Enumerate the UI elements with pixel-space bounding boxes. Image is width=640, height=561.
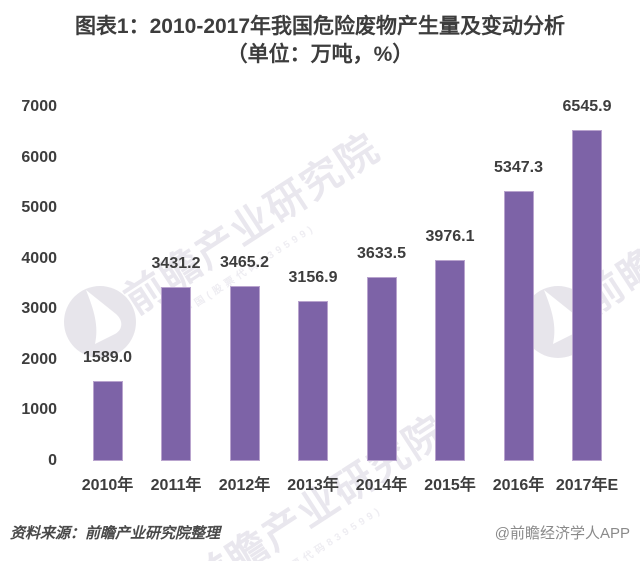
- bar: [572, 130, 602, 461]
- y-axis-tick-label: 2000: [21, 350, 57, 368]
- y-axis-tick-label: 1000: [21, 401, 57, 419]
- bar: [366, 277, 397, 461]
- x-axis-tick-label: 2014年: [355, 477, 408, 494]
- bar: [161, 287, 191, 461]
- bar: [92, 381, 123, 461]
- bar-value-label: 3633.5: [357, 245, 406, 262]
- y-axis-tick-label: 0: [48, 452, 57, 469]
- x-axis-tick-label: 2017年E: [555, 477, 619, 494]
- chart-title: 图表1：2010-2017年我国危险废物产生量及变动分析（单位：万吨，%）: [74, 15, 566, 66]
- x-axis-tick-label: 2011年: [150, 477, 202, 494]
- bar-value-label: 5347.3: [494, 159, 543, 176]
- credit-note: @前瞻经济学人APP: [494, 525, 630, 542]
- source-note: 资料来源：前瞻产业研究院整理: [10, 525, 221, 542]
- watermark-bird-icon: [544, 290, 580, 344]
- bar-value-label: 3431.2: [151, 255, 201, 272]
- footer: 资料来源：前瞻产业研究院整理 @前瞻经济学人APP: [0, 522, 640, 543]
- bar: [503, 191, 534, 461]
- bar-value-label: 6545.9: [562, 98, 612, 115]
- bar: [229, 286, 260, 461]
- x-axis-tick-label: 2016年: [492, 477, 545, 494]
- y-axis-tick-label: 7000: [21, 98, 57, 115]
- bar: [298, 301, 328, 461]
- x-axis-tick-label: 2015年: [424, 477, 476, 494]
- y-axis-tick-label: 5000: [21, 199, 57, 217]
- y-axis-tick-label: 4000: [21, 249, 57, 267]
- x-axis-tick-label: 2013年: [287, 477, 339, 494]
- bar-value-label: 3976.1: [425, 228, 475, 245]
- y-axis-tick-label: 3000: [21, 300, 57, 318]
- bar-value-label: 1589.0: [83, 349, 132, 366]
- y-axis-tick-label: 6000: [21, 148, 57, 166]
- x-axis-tick-label: 2012年: [218, 477, 271, 494]
- watermark-bird-icon: [86, 290, 122, 344]
- bar-value-label: 3156.9: [288, 269, 338, 286]
- bar: [435, 260, 465, 461]
- x-axis-tick-label: 2010年: [81, 477, 134, 494]
- bar-value-label: 3465.2: [220, 254, 269, 271]
